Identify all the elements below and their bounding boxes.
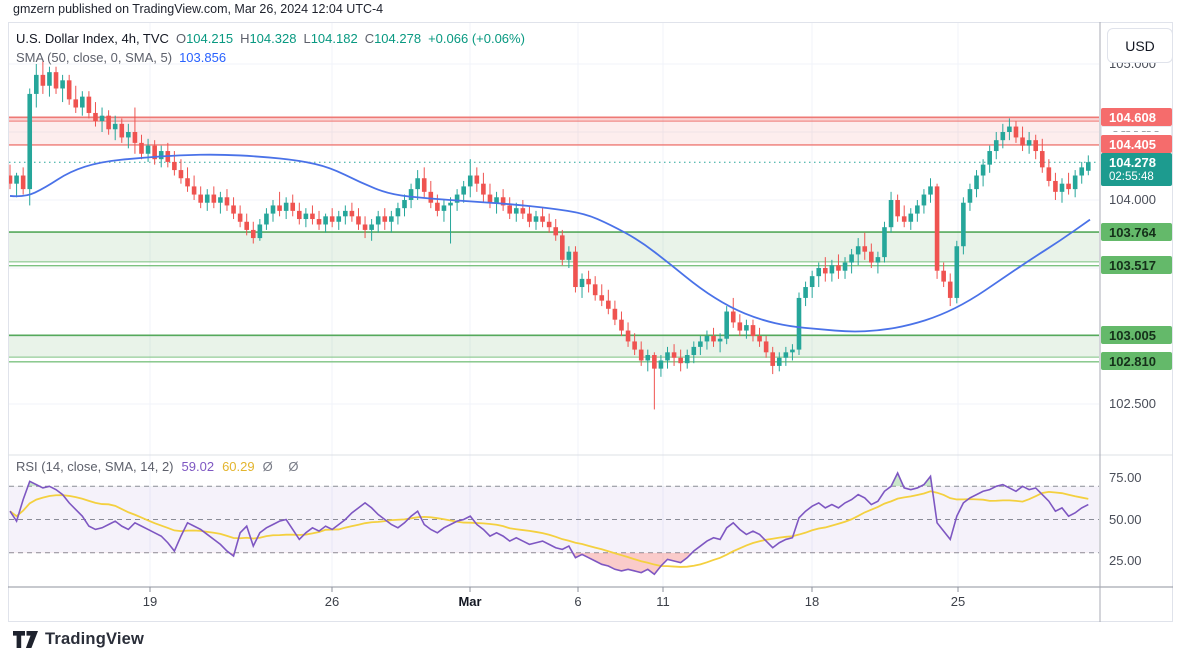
ohlc-letter: L: [303, 31, 311, 46]
chart-frame: [8, 22, 1173, 622]
rsi-ma-value: 60.29: [222, 459, 255, 474]
rsi-value: 59.02: [181, 459, 215, 474]
symbol-title: U.S. Dollar Index, 4h, TVC: [16, 31, 169, 46]
time-axis-label: Mar: [458, 594, 482, 609]
price-axis-label: 102.500: [1109, 396, 1156, 411]
sma-legend-row[interactable]: SMA (50, close, 0, SMA, 5) 103.856: [16, 50, 226, 65]
time-axis-label: 19: [142, 594, 158, 609]
price-axis[interactable]: 105.000 104.000 102.500 75.00 50.00 25.00 104.…: [1100, 22, 1173, 622]
attribution-text: gmzern published on TradingView.com, Mar…: [13, 2, 384, 16]
ohlc-letter: O: [175, 31, 187, 46]
ohlc-value: 104.278: [374, 31, 422, 46]
rsi-axis-label: 75.00: [1109, 470, 1142, 485]
rsi-label: RSI (14, close, SMA, 14, 2): [16, 459, 174, 474]
ohlc-letter: H: [240, 31, 250, 46]
tradingview-logo[interactable]: TradingView: [13, 630, 144, 649]
time-axis-label: 18: [804, 594, 820, 609]
ohlc-letter: C: [364, 31, 375, 46]
zone-price-label: 104.608: [1101, 107, 1172, 126]
rsi-axis-label: 25.00: [1109, 553, 1142, 568]
zone-price-label: 103.005: [1101, 325, 1172, 344]
countdown-timer: 02:55:48: [1109, 171, 1154, 184]
change-value: +0.066 (+0.06%): [428, 31, 525, 46]
sma-value: 103.856: [179, 50, 227, 65]
time-axis-label: 26: [324, 594, 340, 609]
time-axis-label: 25: [950, 594, 966, 609]
zone-price-label: 104.405: [1101, 135, 1172, 154]
time-axis-label: 6: [574, 594, 582, 609]
zone-price-label: 102.810: [1101, 352, 1172, 371]
time-axis[interactable]: 19 26 Mar 6 11 18 25: [8, 587, 1173, 622]
current-price-label: 104.278 02:55:48: [1101, 153, 1172, 187]
sma-label: SMA (50, close, 0, SMA, 5): [16, 50, 173, 65]
ohlc-value: 104.328: [249, 31, 297, 46]
tradingview-logo-icon: [13, 631, 38, 648]
zone-price-label: 103.517: [1101, 256, 1172, 275]
rsi-legend-row[interactable]: RSI (14, close, SMA, 14, 2) 59.02 60.29 Ø Ø: [16, 459, 304, 474]
rsi-flag-icon: Ø Ø: [262, 459, 305, 474]
ohlc-value: 104.182: [310, 31, 358, 46]
time-axis-label: 11: [656, 594, 670, 609]
ohlc-value: 104.215: [186, 31, 234, 46]
zone-price-label: 103.764: [1101, 222, 1172, 241]
tradingview-logo-text: TradingView: [45, 630, 145, 648]
currency-toggle-button[interactable]: USD: [1107, 28, 1173, 63]
price-axis-label: 104.000: [1109, 192, 1156, 207]
rsi-axis-label: 50.00: [1109, 511, 1142, 527]
symbol-legend-row[interactable]: U.S. Dollar Index, 4h, TVC O104.215 H104.3…: [16, 31, 525, 46]
ohlc-values: O104.215 H104.328 L104.182 C104.278: [169, 31, 421, 46]
